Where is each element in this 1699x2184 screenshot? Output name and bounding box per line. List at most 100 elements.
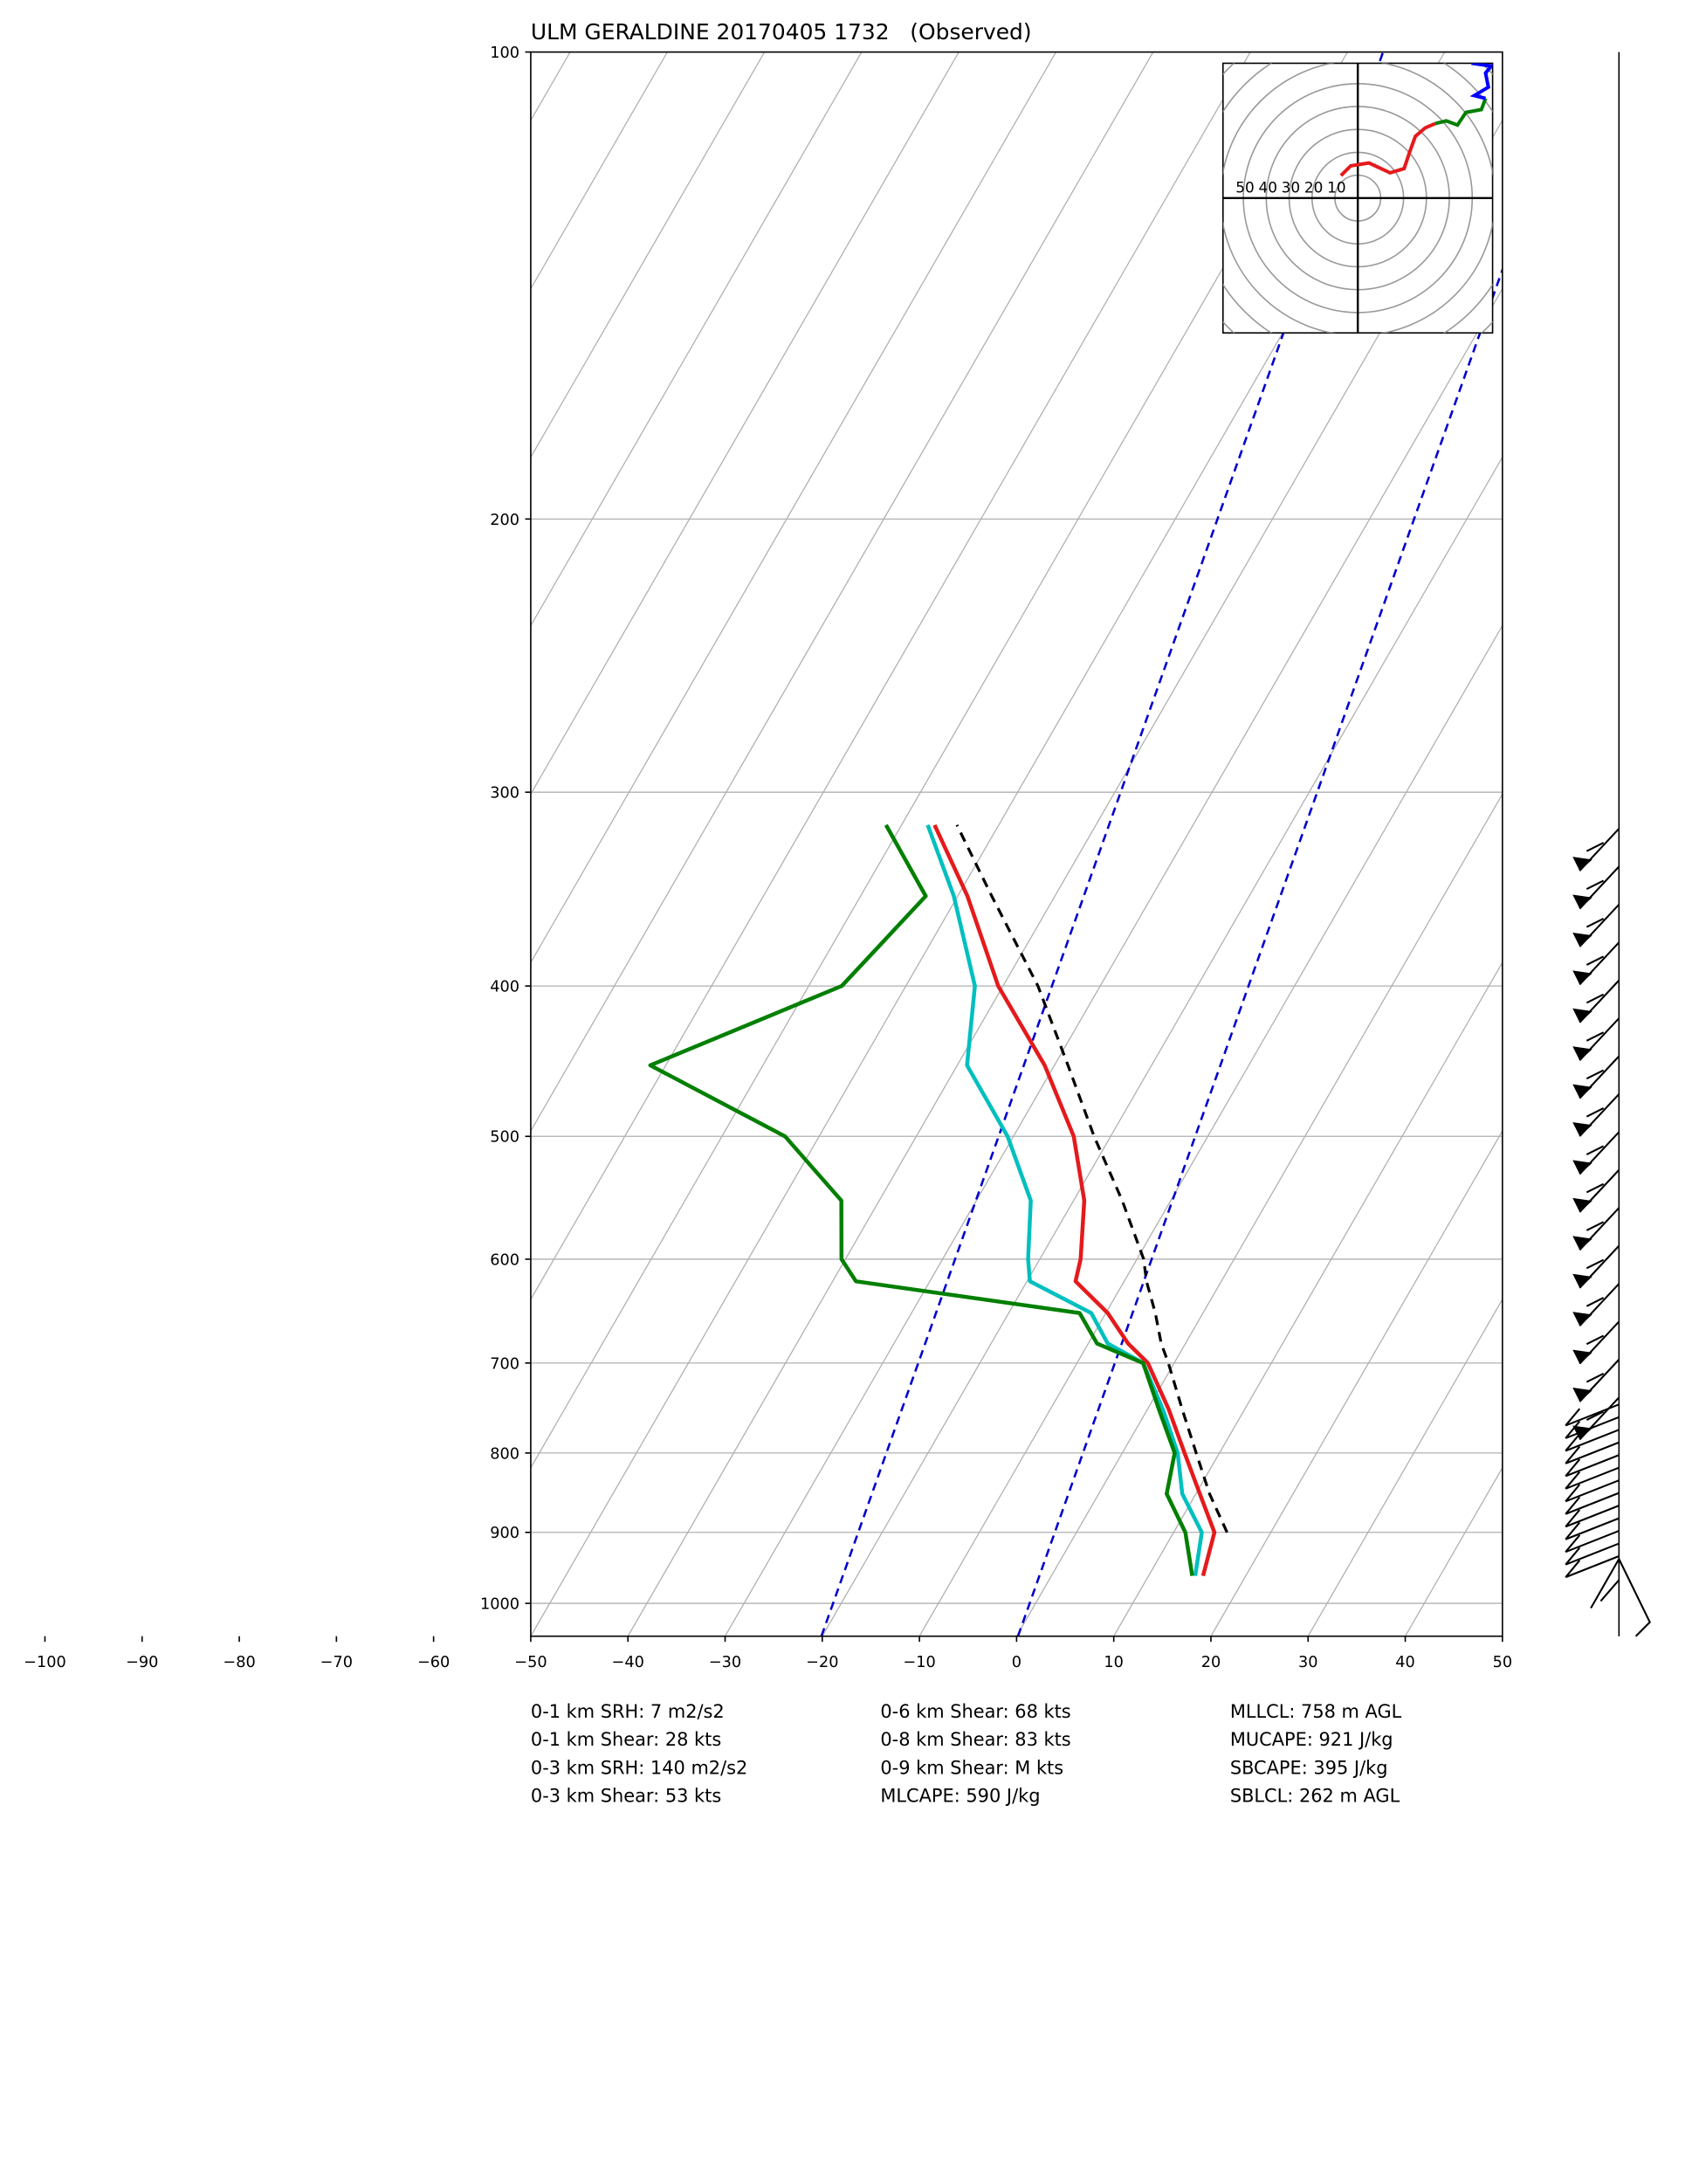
stat-line: MLCAPE: 590 J/kg xyxy=(880,1785,1040,1806)
isotherm xyxy=(0,52,375,1636)
y-tick-label: 500 xyxy=(490,1129,519,1147)
barb-flag xyxy=(1572,1388,1592,1402)
barb xyxy=(1565,1505,1620,1528)
barb-flag xyxy=(1572,1084,1592,1099)
isotherm xyxy=(0,52,85,1636)
x-tick-label: 10 xyxy=(1104,1654,1124,1671)
barb xyxy=(1586,1182,1605,1194)
isotherm xyxy=(530,52,960,796)
x-tick-label: −10 xyxy=(903,1654,935,1671)
grid xyxy=(0,52,1503,1636)
isotherm xyxy=(530,52,1057,964)
x-tick-label: −30 xyxy=(709,1654,741,1671)
y-tick-label: 400 xyxy=(490,979,519,996)
barb xyxy=(1586,955,1605,966)
barb xyxy=(1565,1542,1620,1566)
barb xyxy=(1565,1420,1581,1439)
barb-flag xyxy=(1572,970,1592,985)
isotherm xyxy=(530,52,1251,1301)
profile-line xyxy=(932,823,1217,1577)
x-tick-label: −50 xyxy=(514,1654,547,1671)
barb xyxy=(1565,1484,1581,1502)
stat-line: 0-1 km SRH: 7 m2/s2 xyxy=(531,1701,725,1722)
barb xyxy=(1586,1145,1605,1156)
barb xyxy=(1565,1479,1620,1503)
profile-line xyxy=(925,823,1204,1576)
isotherm xyxy=(0,52,182,1636)
barb xyxy=(1565,1496,1581,1515)
barb xyxy=(1565,1429,1620,1452)
y-tick-label: 200 xyxy=(490,512,519,529)
barb xyxy=(1565,1530,1620,1554)
x-tick-label: −70 xyxy=(320,1654,353,1671)
isotherm xyxy=(530,52,571,122)
stats: 0-1 km SRH: 7 m2/s2 0-1 km Shear: 28 kts 0… xyxy=(531,1701,1402,1806)
barb xyxy=(1565,1466,1620,1490)
barb-flag xyxy=(1572,1122,1592,1137)
y-tick-label: 600 xyxy=(490,1251,519,1269)
barb xyxy=(1565,1509,1581,1527)
stat-line: 0-6 km Shear: 68 kts xyxy=(880,1701,1070,1722)
x-tick-label: −100 xyxy=(24,1654,66,1671)
x-tick-label: −80 xyxy=(223,1654,255,1671)
barb xyxy=(1565,1408,1581,1427)
barb xyxy=(1565,1521,1581,1540)
ring-labels: 50 40 30 20 10 xyxy=(1235,178,1345,196)
barb xyxy=(1586,1297,1605,1307)
isotherm xyxy=(1113,961,1503,1636)
barb xyxy=(1586,842,1605,852)
wind-barbs xyxy=(1565,828,1651,1637)
stat-line: MUCAPE: 921 J/kg xyxy=(1230,1729,1393,1750)
stat-line: SBCAPE: 395 J/kg xyxy=(1230,1757,1388,1778)
isotherm xyxy=(822,456,1503,1636)
barb-flag xyxy=(1572,1312,1592,1326)
profile-line xyxy=(955,824,1228,1533)
ring-label: 10 xyxy=(1327,178,1345,196)
barb xyxy=(1565,1534,1581,1553)
stat-line: MLLCL: 758 m AGL xyxy=(1230,1701,1402,1722)
isotherm xyxy=(0,52,473,1636)
barb xyxy=(1586,1373,1605,1383)
barb xyxy=(1565,1445,1581,1464)
barb-flag xyxy=(1572,1349,1592,1364)
barb xyxy=(1565,1433,1581,1452)
isotherm xyxy=(530,52,1154,1133)
stat-line: 0-9 km Shear: M kts xyxy=(880,1757,1063,1778)
barb xyxy=(1565,1458,1581,1478)
y-tick-label: 1000 xyxy=(480,1595,519,1613)
y-tick-label: 100 xyxy=(490,45,519,62)
isotherm xyxy=(530,52,668,290)
y-tick-label: 800 xyxy=(490,1445,519,1463)
stat-line: SBLCL: 262 m AGL xyxy=(1230,1785,1400,1806)
x-tick-label: 50 xyxy=(1493,1654,1513,1671)
barb-flag xyxy=(1572,894,1592,909)
barb xyxy=(1565,1517,1620,1540)
barb-flag xyxy=(1572,1046,1592,1061)
hodograph-trace xyxy=(1469,63,1493,100)
barb-flag xyxy=(1572,932,1592,947)
barb xyxy=(1586,1221,1605,1231)
barb-flag xyxy=(1572,1197,1592,1213)
barb xyxy=(1586,879,1605,891)
x-tick-label: −90 xyxy=(126,1654,158,1671)
x-tick-label: 20 xyxy=(1201,1654,1221,1671)
x-tick-label: −40 xyxy=(612,1654,644,1671)
barb xyxy=(1565,1560,1581,1578)
barb xyxy=(1565,1441,1620,1464)
stat-line: 0-1 km Shear: 28 kts xyxy=(531,1729,721,1750)
barb xyxy=(1565,1547,1581,1566)
barb xyxy=(1586,1031,1605,1042)
barb xyxy=(1586,1069,1605,1080)
barb-flag xyxy=(1572,857,1592,872)
isotherm xyxy=(530,52,1348,1470)
stat-line: 0-3 km Shear: 53 kts xyxy=(531,1785,721,1806)
barb-flag xyxy=(1572,1008,1592,1023)
ring-label: 20 xyxy=(1304,178,1323,196)
x-tick-label: 40 xyxy=(1395,1654,1415,1671)
barb xyxy=(1586,917,1605,928)
barb-flag xyxy=(1572,1236,1592,1250)
x-tick-label: 30 xyxy=(1298,1654,1318,1671)
